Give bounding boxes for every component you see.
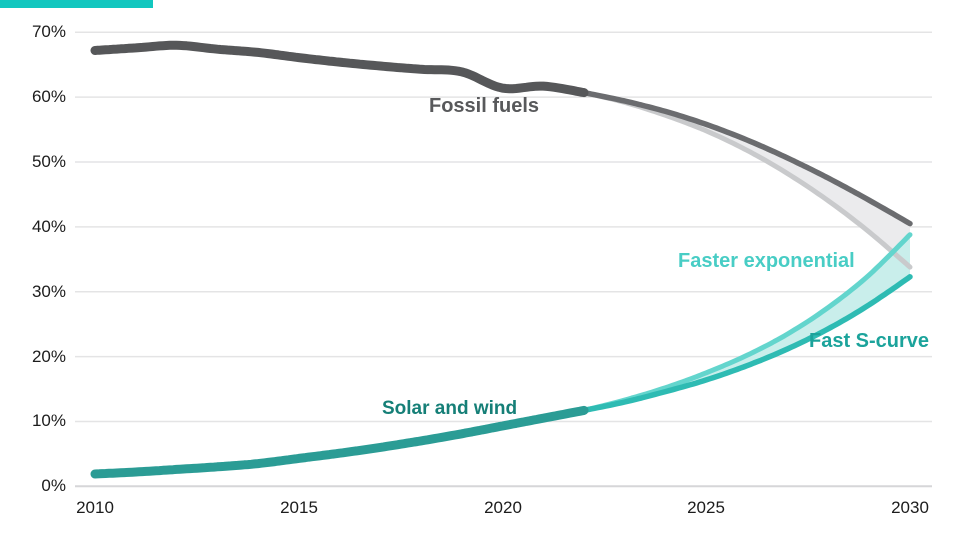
- y-axis-tick: 0%: [41, 476, 66, 495]
- y-axis-tick: 30%: [31, 282, 66, 301]
- fossil-fuels-label: Fossil fuels: [429, 95, 540, 117]
- fast-s-curve-label: Fast S-curve: [809, 330, 930, 352]
- accent-bar: [0, 0, 153, 8]
- x-axis-tick: 2030: [891, 498, 929, 517]
- x-axis-tick: 2010: [76, 498, 114, 517]
- y-axis-tick: 20%: [31, 347, 66, 366]
- solar-and-wind-label: Solar and wind: [382, 398, 518, 419]
- y-axis-tick: 10%: [31, 411, 66, 430]
- faster-exponential-label: Faster exponential: [678, 250, 855, 272]
- x-axis-tick: 2015: [280, 498, 318, 517]
- x-axis-tick: 2020: [484, 498, 522, 517]
- x-axis-tick: 2025: [687, 498, 725, 517]
- y-axis-tick: 40%: [31, 217, 66, 236]
- y-axis-tick: 50%: [31, 152, 66, 171]
- y-axis-tick: 60%: [31, 87, 66, 106]
- y-axis-tick: 70%: [31, 22, 66, 41]
